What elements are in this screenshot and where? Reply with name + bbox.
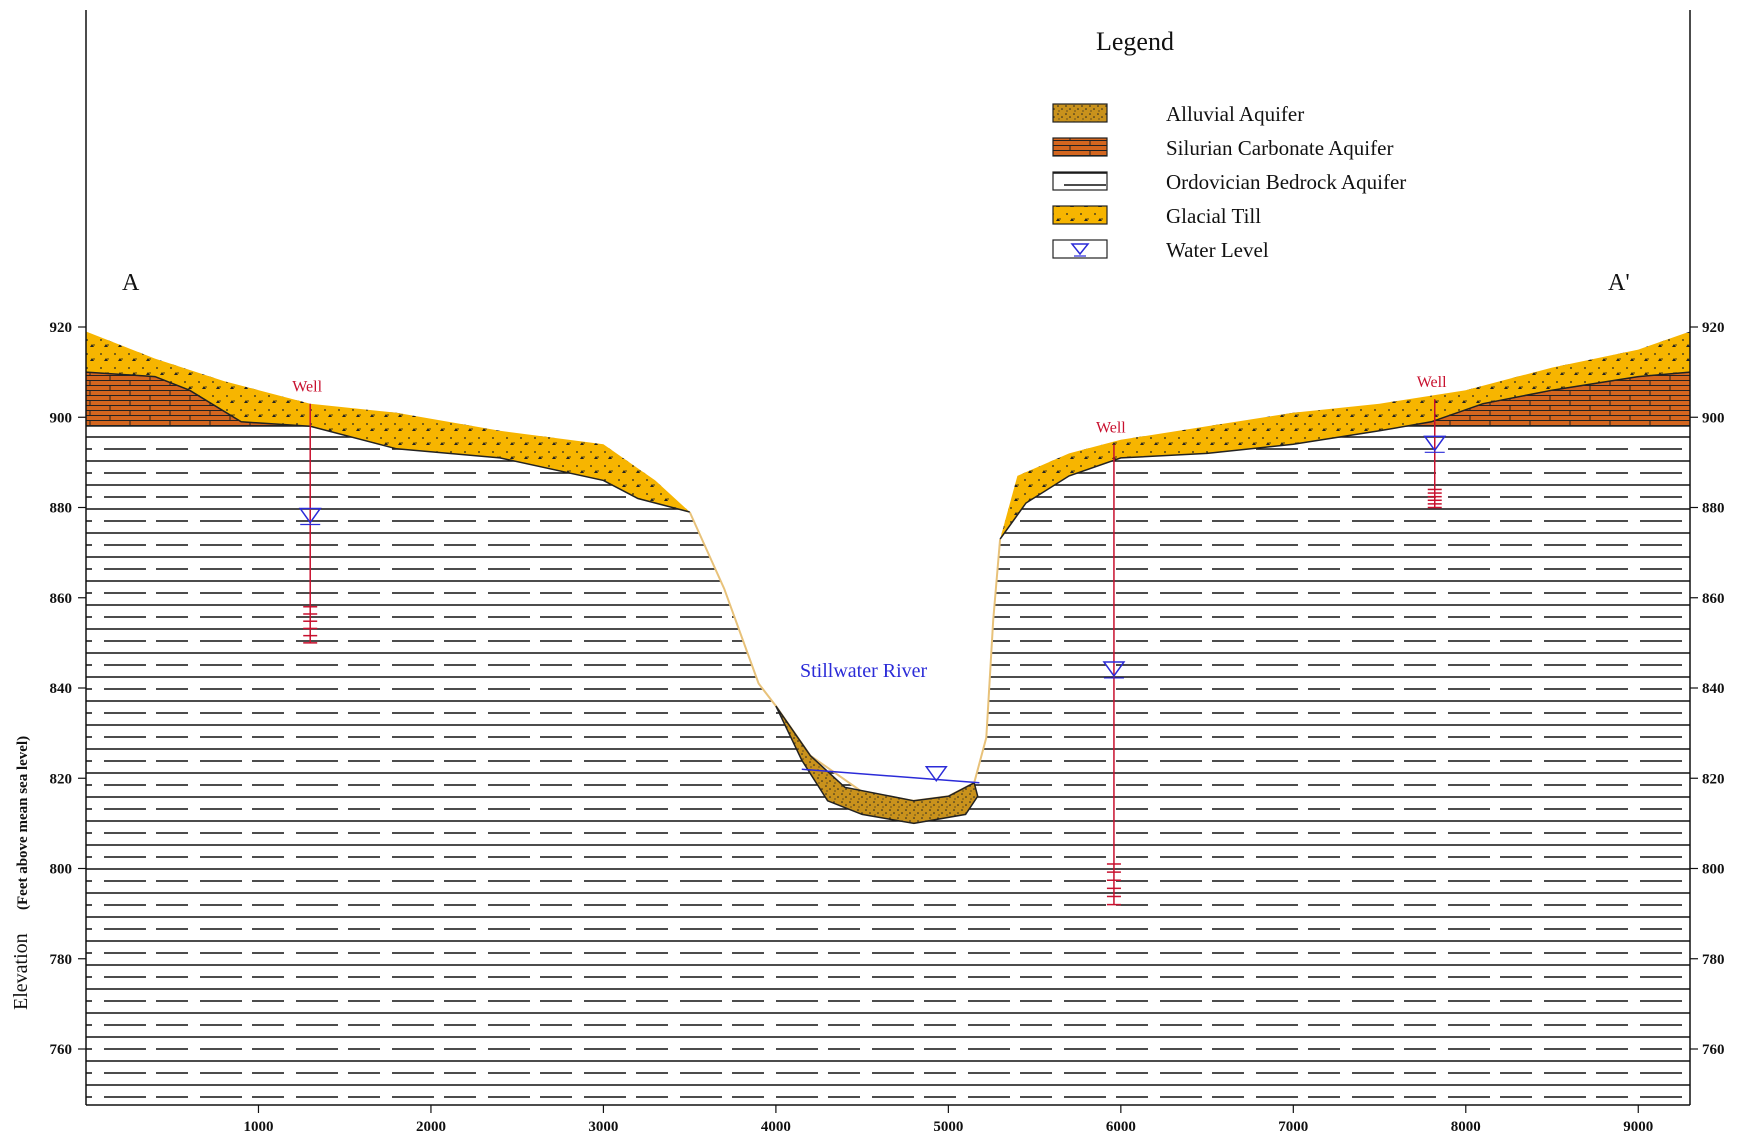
y-tick-label-right: 800 [1702,862,1725,878]
x-tick-label: 7000 [1278,1119,1308,1135]
x-tick-label: 2000 [416,1119,446,1135]
well-label: Well [1096,419,1126,436]
y-tick-label-left: 780 [50,952,73,968]
y-tick-label-left: 840 [50,681,73,697]
glacial-till-layer [85,331,1691,540]
legend-water-level-icon [1070,243,1090,256]
y-tick-label-right: 920 [1702,320,1725,336]
legend-swatch-till [1052,205,1108,225]
y-tick-label-right: 820 [1702,771,1725,787]
x-tick-label: 4000 [761,1119,791,1135]
legend-title: Legend [1096,27,1174,56]
legend-swatch-silurian [1052,137,1108,157]
y-tick-label-left: 880 [50,501,73,517]
legend-item: Glacial Till [1052,204,1261,228]
legend-item: Alluvial Aquifer [1052,102,1304,126]
water-level-icon [298,507,322,524]
legend-item-label: Water Level [1166,238,1269,262]
legend-swatch-water [1052,239,1108,259]
y-axis-sublabel: (Feet above mean sea level) [15,736,31,910]
well-label: Well [1417,374,1447,391]
ordovician-bedrock-layer [86,331,1690,1108]
till-base-left-line [85,371,690,513]
well: Well [1417,374,1447,509]
well-label: Well [292,379,322,396]
y-tick-label-right: 860 [1702,591,1725,607]
alluvial-aquifer-layer [775,705,980,825]
water-level-icon [1102,661,1126,678]
till-base-right-line [999,371,1691,540]
legend-swatch-ordovician [1052,171,1108,191]
legend-item-label: Silurian Carbonate Aquifer [1166,136,1393,160]
y-tick-label-right: 840 [1702,681,1725,697]
x-tick-label: 8000 [1451,1119,1481,1135]
legend-item: Silurian Carbonate Aquifer [1052,136,1393,160]
x-tick-label: 1000 [243,1119,273,1135]
y-tick-label-left: 900 [50,410,73,426]
x-tick-label: 5000 [933,1119,963,1135]
wells-group: Well Well Well [292,374,1447,906]
well: Well [1096,419,1126,906]
legend-item: Ordovician Bedrock Aquifer [1052,170,1406,194]
y-tick-label-right: 900 [1702,410,1725,426]
section-start-label: A [122,270,140,296]
legend: Legend Alluvial Aquifer Silurian Carbonat… [1052,27,1406,262]
section-end-label: A' [1608,270,1630,296]
x-tick-label: 9000 [1623,1119,1653,1135]
x-tick-label: 6000 [1106,1119,1136,1135]
y-tick-label-left: 800 [50,862,73,878]
y-tick-label-left: 920 [50,320,73,336]
axes-group: 760 760 780 780 800 800 820 820 840 840 860 860 880 8… [50,10,1725,1135]
legend-swatch-alluvial [1052,103,1108,123]
y-tick-label-left: 760 [50,1042,73,1058]
well: Well [292,379,323,644]
river-label: Stillwater River [800,660,928,682]
legend-item-label: Alluvial Aquifer [1166,102,1304,126]
river-water-line [801,768,980,784]
river-water-level-icon [924,766,948,783]
y-tick-label-right: 880 [1702,501,1725,517]
legend-item-label: Ordovician Bedrock Aquifer [1166,170,1406,194]
x-tick-label: 3000 [588,1119,618,1135]
ordovician-bedrock-area [86,331,1690,1108]
legend-item: Water Level [1052,238,1269,262]
y-axis-label: Elevation [10,933,32,1010]
legend-item-label: Glacial Till [1166,204,1261,228]
y-tick-label-right: 780 [1702,952,1725,968]
y-tick-label-right: 760 [1702,1042,1725,1058]
water-level-icon [1423,435,1447,452]
y-tick-label-left: 820 [50,771,73,787]
glacial-till-right-area [1000,331,1690,540]
y-tick-label-left: 860 [50,591,73,607]
y-axis-label-group: Elevation (Feet above mean sea level) [10,736,32,1010]
glacial-till-left-area [86,331,690,512]
alluvial-aquifer-area [775,705,979,825]
